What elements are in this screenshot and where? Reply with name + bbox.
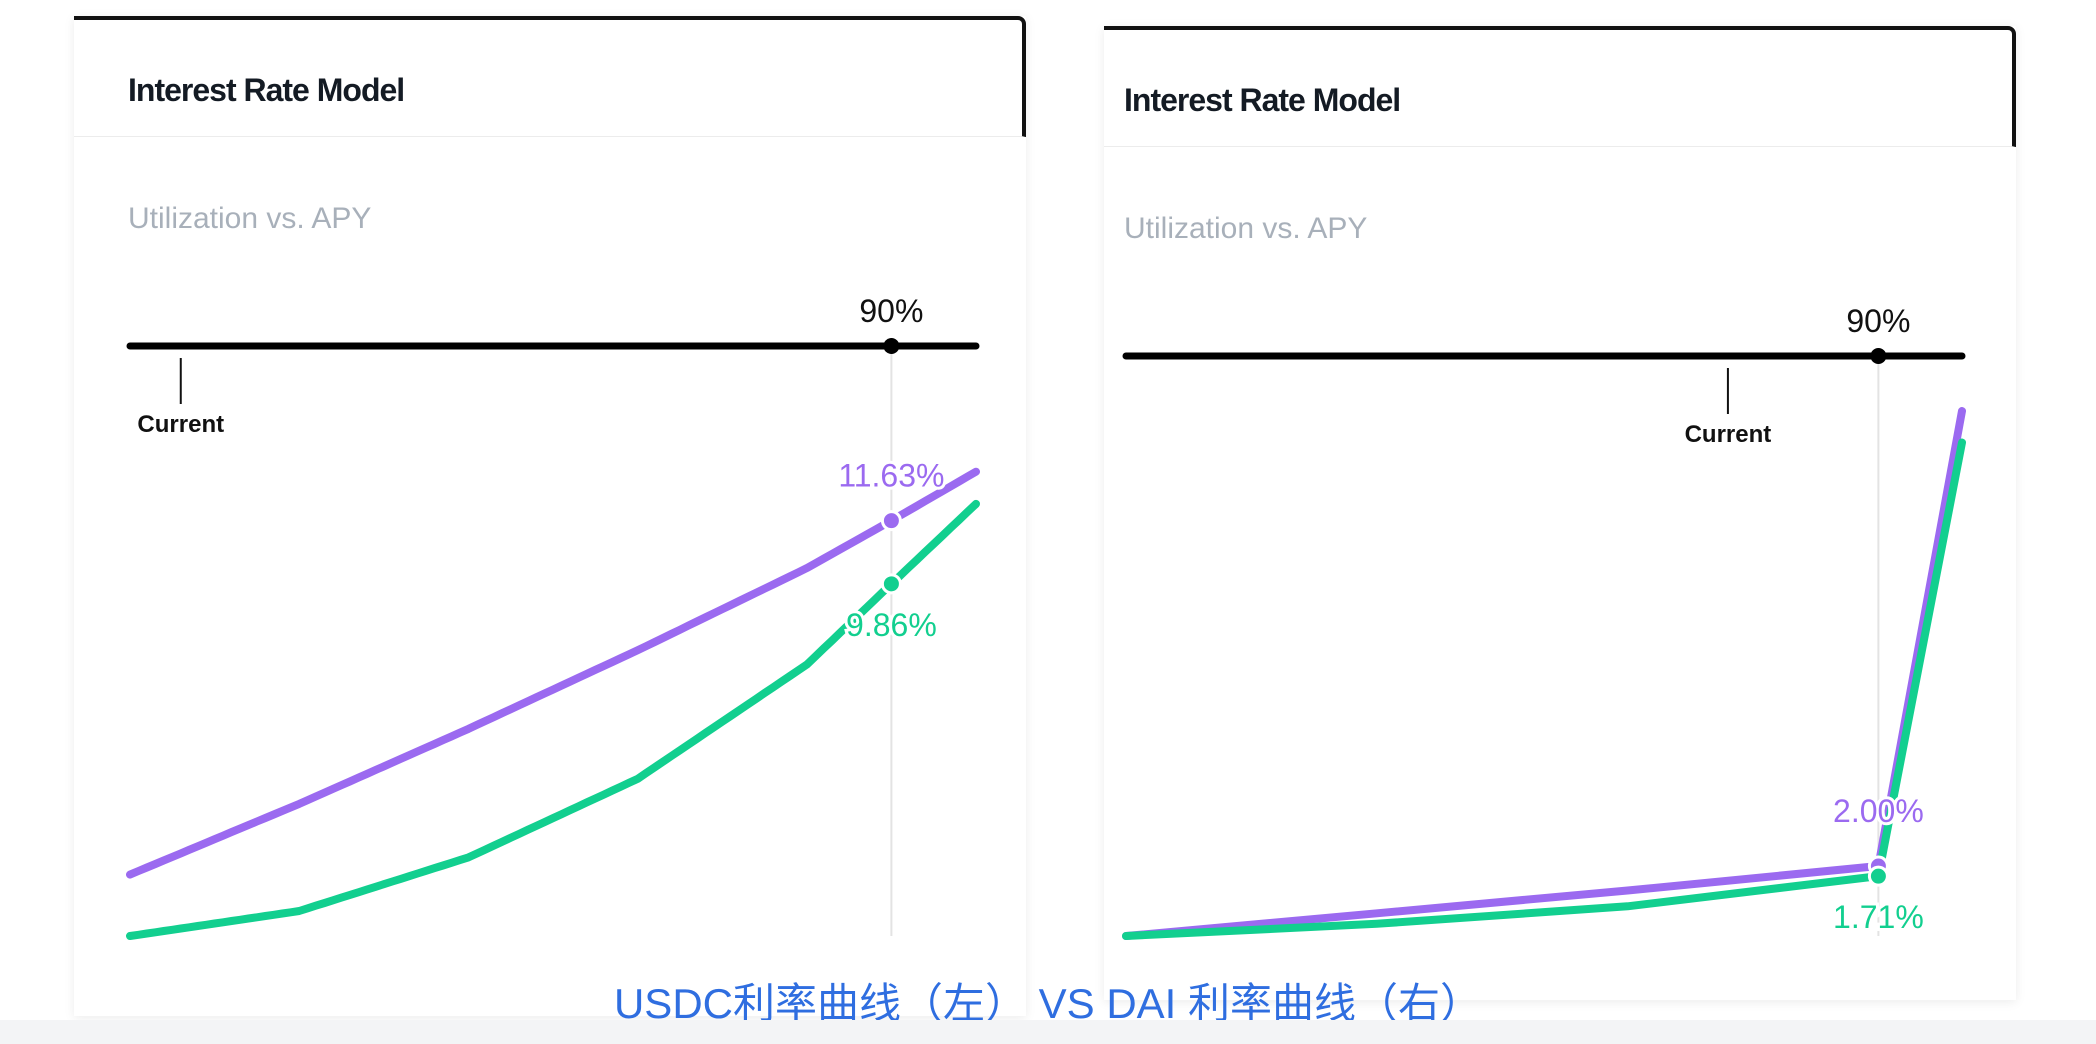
panel-header [1104,26,2016,147]
borrow-apy-line [1122,407,1966,940]
panel-header [74,16,1026,137]
supply-kink-point [1867,865,1889,887]
borrow-apy-line [126,467,980,879]
dai-rate-panel: Interest Rate Model Utilization vs. APY … [1104,26,2016,1000]
kink-label: 90% [1846,303,1910,339]
dai-rate-chart: 90% Current 2.00% 1.71% [1122,303,1966,940]
supply-apy-line [1122,438,1966,940]
panel-title: Interest Rate Model [128,72,405,108]
panel-subtitle: Utilization vs. APY [128,202,372,235]
footer-bar [0,1020,2096,1044]
kink-label: 90% [859,293,923,329]
borrow-kink-point [880,510,902,532]
supply-kink-point [880,573,902,595]
current-label: Current [137,411,224,438]
panel-title: Interest Rate Model [1124,82,1401,118]
borrow-rate-label: 11.63% [838,458,944,494]
kink-marker [1870,348,1887,364]
usdc-rate-panel: Interest Rate Model Utilization vs. APY … [74,16,1026,1016]
usdc-rate-chart: 90% Current 11.63% 9.86% [126,293,980,940]
kink-marker [883,338,900,354]
panel-subtitle: Utilization vs. APY [1124,212,1368,245]
borrow-rate-label: 2.00% [1833,793,1924,829]
current-label: Current [1685,421,1772,448]
supply-apy-line [126,499,980,940]
supply-rate-label: 9.86% [846,607,937,643]
figure-caption: USDC利率曲线（左） VS DAI 利率曲线（右） [613,980,1483,1027]
supply-rate-label: 1.71% [1833,899,1924,935]
